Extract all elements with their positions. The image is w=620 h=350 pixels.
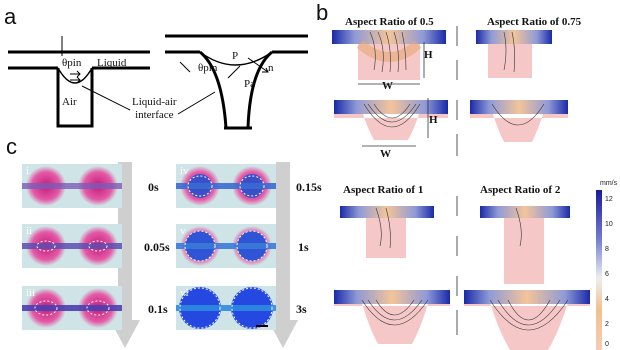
colorbar-tick-2: 2: [605, 321, 609, 328]
pressure-p-label: P: [232, 50, 239, 62]
title-aspect-2: Aspect Ratio of 2: [480, 184, 561, 196]
dim-w-label-top: W: [382, 80, 393, 92]
tile-v-numeral: v: [180, 225, 186, 237]
title-aspect-1: Aspect Ratio of 1: [343, 184, 424, 196]
tile-iii-time: 0.1s: [148, 302, 168, 316]
colorbar-tick-12: 12: [605, 196, 613, 203]
title-aspect-0-5: Aspect Ratio of 0.5: [345, 16, 434, 28]
colorbar-unit: mm/s: [600, 180, 618, 187]
tile-iii-numeral: iii: [26, 287, 36, 299]
panel-c-letter: c: [6, 134, 17, 159]
colorbar-tick-8: 8: [605, 246, 609, 253]
timelapse-tile-ii: [22, 224, 122, 268]
tile-vi-numeral: vi: [180, 287, 189, 299]
timelapse-tile-i: [22, 164, 122, 208]
colorbar-tick-0: 0: [605, 341, 609, 348]
tile-vi-time: 3s: [296, 302, 307, 316]
theta-pin-label-right: θpin: [198, 62, 218, 74]
timelapse-tile-vi: [176, 286, 276, 330]
liquid-air-interface-label: Liquid-air interface: [132, 96, 177, 121]
timelapse-tile-iii: [22, 286, 122, 330]
tile-i-numeral: i: [26, 165, 30, 177]
theta-pin-label-left: θpin: [62, 57, 82, 69]
pressure-pa-label: Pa: [244, 78, 255, 90]
tile-v-time: 1s: [298, 240, 309, 254]
normal-n-label: n: [268, 62, 274, 74]
colorbar-tick-10: 10: [605, 221, 613, 228]
liquid-label: Liquid: [97, 57, 127, 69]
title-aspect-0-75: Aspect Ratio of 0.75: [487, 16, 582, 28]
panel-b-letter: b: [316, 0, 329, 25]
tile-i-time: 0s: [148, 180, 159, 194]
colorbar-tick-4: 4: [605, 296, 609, 303]
panel-a-schematic: [8, 34, 308, 130]
tile-iv-numeral: iv: [180, 165, 189, 177]
timelapse-tile-iv: [176, 164, 276, 208]
dim-h-label-bottom: H: [429, 114, 438, 126]
colorbar-tick-6: 6: [605, 271, 609, 278]
dim-h-label-top: H: [424, 49, 433, 61]
tile-iv-time: 0.15s: [296, 180, 322, 194]
tile-ii-numeral: ii: [26, 225, 33, 237]
panel-b-simulations: [332, 26, 602, 350]
panel-a-letter: a: [4, 4, 17, 29]
dim-w-label-bottom: W: [380, 148, 391, 160]
tile-ii-time: 0.05s: [144, 240, 170, 254]
air-label: Air: [62, 96, 77, 108]
timelapse-tile-v: [176, 224, 276, 268]
